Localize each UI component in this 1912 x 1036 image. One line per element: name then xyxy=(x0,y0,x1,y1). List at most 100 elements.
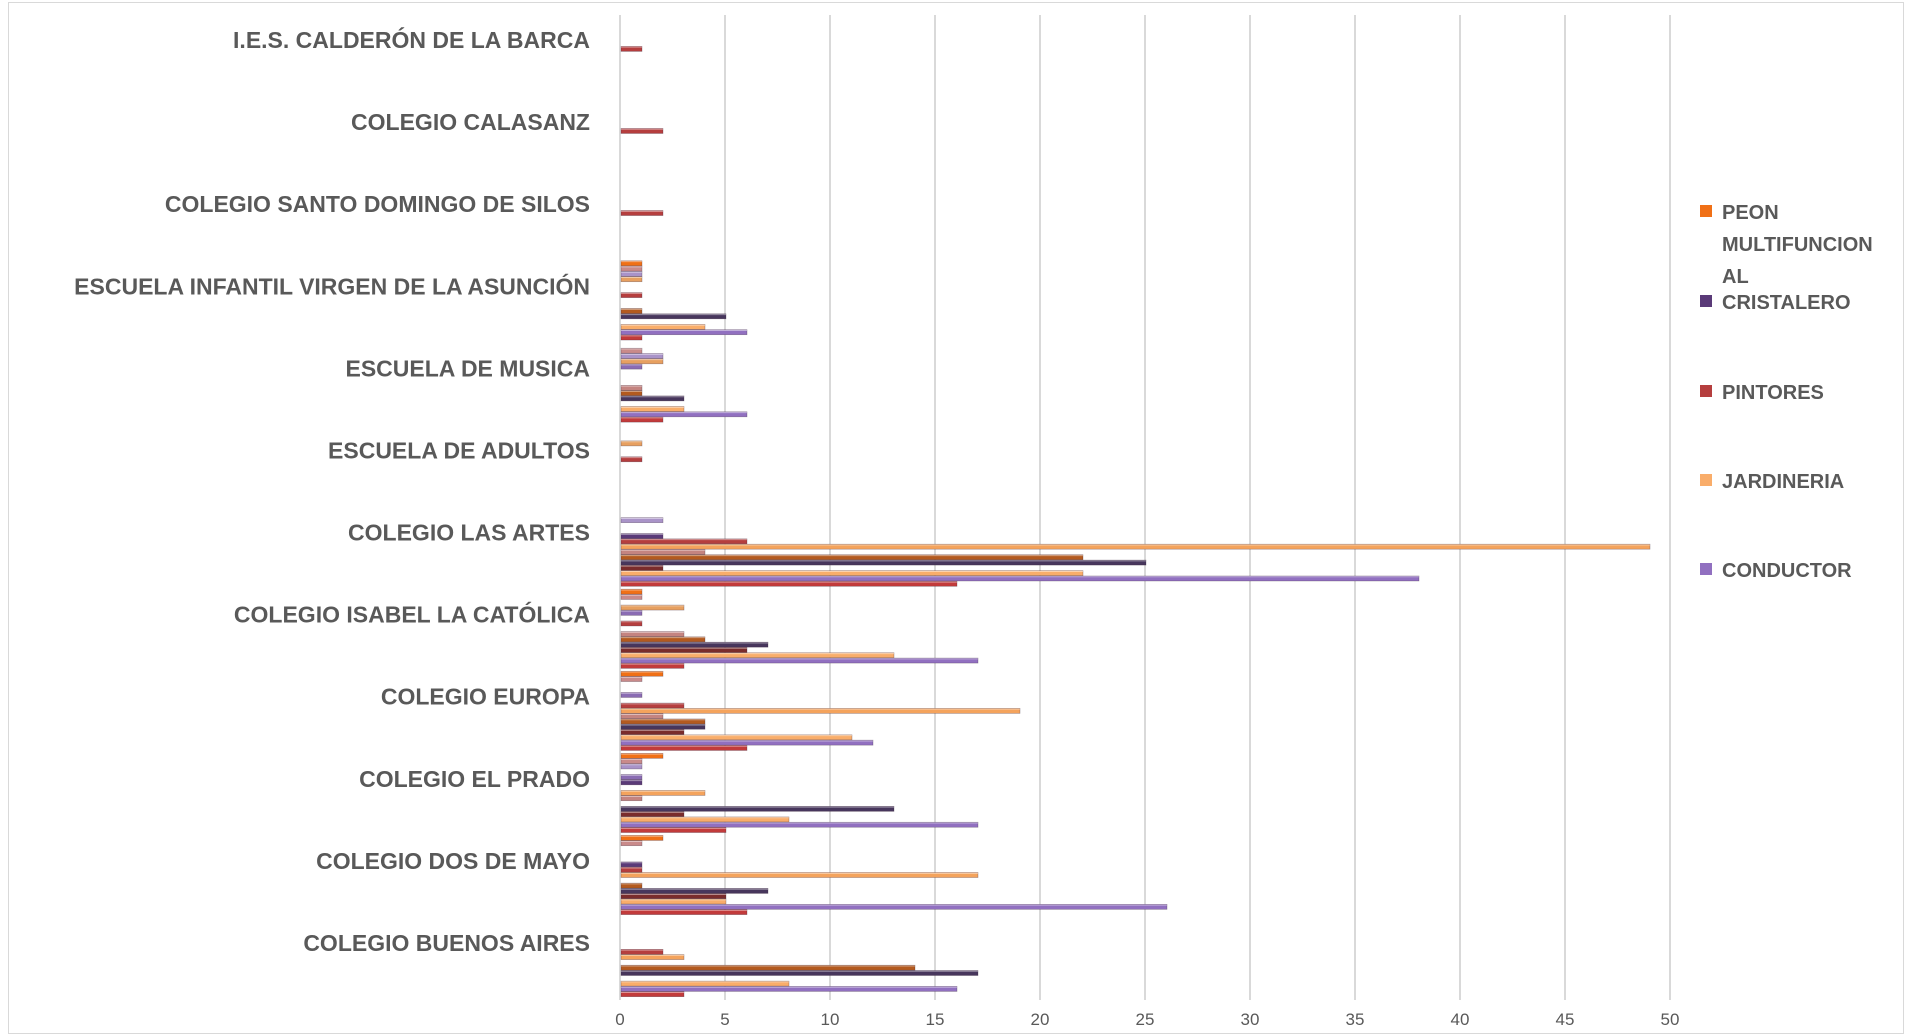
bar xyxy=(620,774,643,780)
x-tick-label: 5 xyxy=(720,1010,729,1029)
x-tick-label: 10 xyxy=(821,1010,840,1029)
bar xyxy=(620,353,664,359)
bar xyxy=(620,610,643,616)
bar xyxy=(620,588,643,595)
category-label: I.E.S. CALDERÓN DE LA BARCA xyxy=(233,26,590,53)
category-label: ESCUELA INFANTIL VIRGEN DE LA ASUNCIÓN xyxy=(74,272,590,299)
category-label: COLEGIO EUROPA xyxy=(381,684,590,710)
bar xyxy=(620,276,643,283)
legend-swatch xyxy=(1700,205,1712,217)
bar xyxy=(620,363,643,370)
gridlines xyxy=(619,15,1671,1000)
bar xyxy=(620,390,643,396)
bar xyxy=(620,549,706,555)
bar xyxy=(620,713,664,719)
bar xyxy=(620,329,748,336)
legend-label: PEON MULTIFUNCION AL xyxy=(1722,202,1873,288)
bar xyxy=(620,594,643,600)
bar xyxy=(620,872,979,878)
bar xyxy=(620,570,1084,576)
bar xyxy=(620,395,685,402)
bar xyxy=(620,358,664,365)
bar xyxy=(620,718,706,725)
legend-label-line: PEON xyxy=(1722,202,1779,224)
x-tick-label: 25 xyxy=(1136,1010,1155,1029)
legend-label-line: MULTIFUNCION xyxy=(1722,234,1873,256)
bar xyxy=(620,636,706,643)
x-tick-label: 20 xyxy=(1031,1010,1050,1029)
bar xyxy=(620,663,685,669)
bar xyxy=(620,811,685,817)
category-label: ESCUELA DE MUSICA xyxy=(346,355,591,381)
bar xyxy=(620,128,664,134)
bar xyxy=(620,313,727,320)
legend-label-line: AL xyxy=(1722,266,1749,288)
bar xyxy=(620,708,1021,714)
bar xyxy=(620,210,664,216)
bar xyxy=(620,565,664,571)
bar xyxy=(620,954,685,960)
x-tick-label: 0 xyxy=(615,1010,624,1029)
bar xyxy=(620,729,685,735)
category-label: COLEGIO DOS DE MAYO xyxy=(316,848,590,874)
bar xyxy=(620,670,664,677)
bar xyxy=(620,620,643,627)
legend-label: PINTORES xyxy=(1722,382,1824,404)
bar xyxy=(620,827,727,833)
bar xyxy=(620,840,643,847)
category-labels: I.E.S. CALDERÓN DE LA BARCA COLEGIO CALAS… xyxy=(74,26,590,956)
bar xyxy=(620,271,643,277)
bar xyxy=(620,416,664,423)
bar xyxy=(620,411,748,418)
legend-swatch xyxy=(1700,295,1712,307)
category-label: COLEGIO SANTO DOMINGO DE SILOS xyxy=(165,191,590,217)
bar xyxy=(620,538,748,545)
bar xyxy=(620,652,895,659)
bar xyxy=(620,861,643,868)
bar xyxy=(620,909,748,915)
bar xyxy=(620,575,1420,582)
category-label: COLEGIO EL PRADO xyxy=(359,766,590,792)
bar xyxy=(620,533,664,539)
bar xyxy=(620,986,958,992)
x-axis: 0 5 10 15 20 25 30 35 40 45 50 xyxy=(615,1010,1679,1029)
bar xyxy=(620,641,769,648)
bar xyxy=(620,559,1147,566)
x-tick-label: 40 xyxy=(1451,1010,1470,1029)
x-tick-label: 50 xyxy=(1661,1010,1680,1029)
bar xyxy=(620,723,706,730)
bar xyxy=(620,347,643,354)
chart-frame xyxy=(8,2,1904,1034)
bar xyxy=(620,964,916,971)
category-label: COLEGIO LAS ARTES xyxy=(348,520,590,546)
bar xyxy=(620,882,643,889)
bar xyxy=(620,334,643,341)
bar xyxy=(620,702,685,709)
bar xyxy=(620,835,664,841)
bar xyxy=(620,739,874,746)
bar xyxy=(620,46,643,52)
bar xyxy=(620,631,685,637)
bar xyxy=(620,779,643,786)
bar xyxy=(620,821,979,828)
bar xyxy=(620,893,727,900)
category-label: COLEGIO BUENOS AIRES xyxy=(303,930,590,956)
bar xyxy=(620,580,958,587)
legend-swatch xyxy=(1700,474,1712,486)
bar xyxy=(620,292,643,298)
bar xyxy=(620,866,643,873)
bar xyxy=(620,980,790,987)
bar xyxy=(620,904,1168,910)
bar xyxy=(620,763,643,770)
bar xyxy=(620,517,664,523)
bar xyxy=(620,734,853,741)
legend-swatch xyxy=(1700,563,1712,575)
category-label: COLEGIO ISABEL LA CATÓLICA xyxy=(234,601,590,628)
bar xyxy=(620,816,790,823)
bar xyxy=(620,745,748,751)
bar xyxy=(620,888,769,894)
bar xyxy=(620,543,1651,550)
bar xyxy=(620,440,643,447)
bar xyxy=(620,456,643,463)
